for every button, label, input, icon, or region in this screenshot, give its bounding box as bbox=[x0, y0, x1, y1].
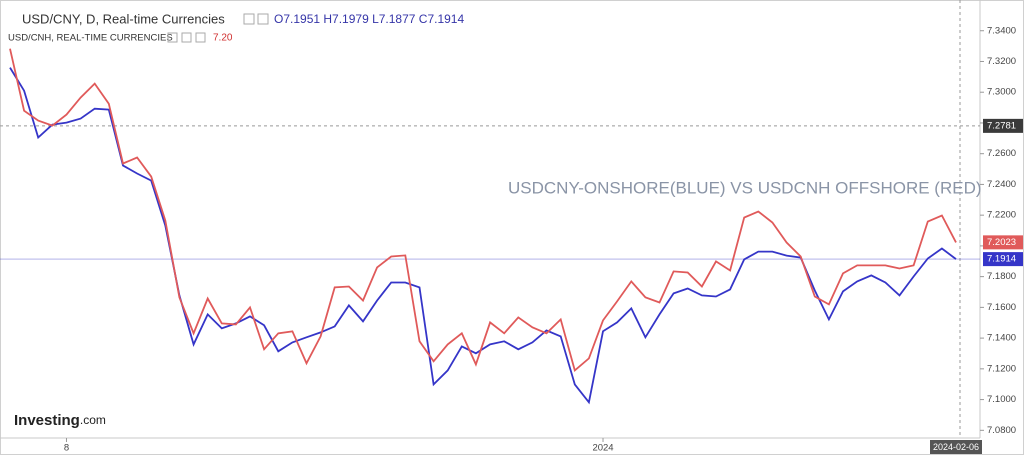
icon[interactable] bbox=[243, 13, 255, 25]
icon[interactable] bbox=[167, 32, 178, 43]
y-tick-label: 7.3000 bbox=[987, 87, 1016, 98]
y-tick-label: 7.2600 bbox=[987, 148, 1016, 159]
y-tick-label: 7.3200 bbox=[987, 56, 1016, 67]
x-tick-label: 2024 bbox=[592, 443, 613, 454]
last-value: 7.20 bbox=[213, 33, 233, 44]
last-price-label: 7.2023 bbox=[987, 237, 1016, 248]
series-title: USD/CNH, REAL-TIME CURRENCIES bbox=[8, 33, 173, 44]
logo-suffix: .com bbox=[80, 413, 106, 427]
x-tick-label: 8 bbox=[64, 443, 69, 454]
y-tick-label: 7.2200 bbox=[987, 210, 1016, 221]
icon[interactable] bbox=[181, 32, 192, 43]
y-tick-label: 7.1400 bbox=[987, 333, 1016, 344]
icon[interactable] bbox=[257, 13, 269, 25]
last-price-box bbox=[983, 235, 1023, 250]
crosshair-box bbox=[983, 118, 1023, 133]
annotation: USDCNY-ONSHORE(BLUE) VS USDCNH OFFSHORE … bbox=[508, 178, 982, 197]
y-tick-label: 7.0800 bbox=[987, 425, 1016, 436]
icon[interactable] bbox=[195, 32, 206, 43]
logo: Investing.com bbox=[14, 412, 106, 429]
y-tick-label: 7.1600 bbox=[987, 302, 1016, 313]
y-tick-label: 7.3400 bbox=[987, 25, 1016, 36]
series-line bbox=[9, 48, 957, 373]
y-tick-label: 7.1800 bbox=[987, 271, 1016, 282]
last-price-box bbox=[983, 252, 1023, 267]
y-tick-label: 7.1000 bbox=[987, 394, 1016, 405]
crosshair-label: 7.2781 bbox=[987, 120, 1016, 131]
x-tick-label: 2024-02-06 bbox=[933, 442, 979, 452]
x-label-box bbox=[930, 440, 982, 454]
logo-name: Investing bbox=[14, 412, 80, 429]
y-tick-label: 7.2400 bbox=[987, 179, 1016, 190]
y-tick-label: 7.1200 bbox=[987, 363, 1016, 374]
ohlc: O7.1951 H7.1979 L7.1877 C7.1914 bbox=[274, 12, 464, 26]
last-price-label: 7.1914 bbox=[987, 254, 1016, 265]
series-title: USD/CNY, D, Real-time Currencies bbox=[22, 11, 225, 26]
